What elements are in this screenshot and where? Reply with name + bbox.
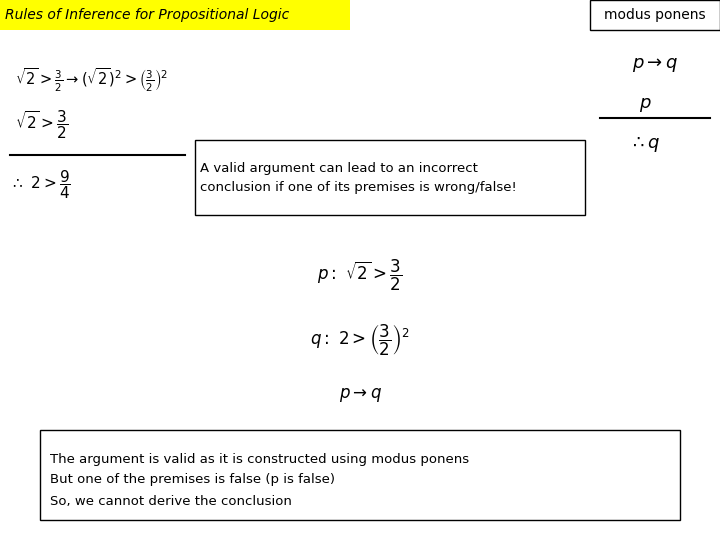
Text: Rules of Inference for Propositional Logic: Rules of Inference for Propositional Log… — [5, 8, 289, 22]
Bar — [195, 140, 585, 215]
Bar — [0, 0, 350, 30]
Text: $\therefore\ 2 > \dfrac{9}{4}$: $\therefore\ 2 > \dfrac{9}{4}$ — [10, 168, 71, 201]
Text: $\sqrt{2} > \frac{3}{2} \rightarrow (\sqrt{2})^2 > \left(\frac{3}{2}\right)^2$: $\sqrt{2} > \frac{3}{2} \rightarrow (\sq… — [15, 66, 168, 93]
Text: $p$: $p$ — [639, 96, 652, 114]
Text: $p \rightarrow q$: $p \rightarrow q$ — [338, 386, 382, 404]
Text: $p:\  \sqrt{2} > \dfrac{3}{2}$: $p:\ \sqrt{2} > \dfrac{3}{2}$ — [318, 258, 402, 293]
Text: $\sqrt{2} > \dfrac{3}{2}$: $\sqrt{2} > \dfrac{3}{2}$ — [15, 109, 68, 141]
Bar — [590, 0, 720, 30]
Text: modus ponens: modus ponens — [604, 8, 706, 22]
Text: A valid argument can lead to an incorrect
conclusion if one of its premises is w: A valid argument can lead to an incorrec… — [200, 162, 517, 194]
Text: $\therefore q$: $\therefore q$ — [629, 136, 661, 154]
Bar — [40, 430, 680, 520]
Text: The argument is valid as it is constructed using modus ponens
But one of the pre: The argument is valid as it is construct… — [50, 453, 469, 508]
Text: $q:\  2 > \left(\dfrac{3}{2}\right)^2$: $q:\ 2 > \left(\dfrac{3}{2}\right)^2$ — [310, 322, 410, 357]
Text: $p \rightarrow q$: $p \rightarrow q$ — [632, 56, 678, 74]
